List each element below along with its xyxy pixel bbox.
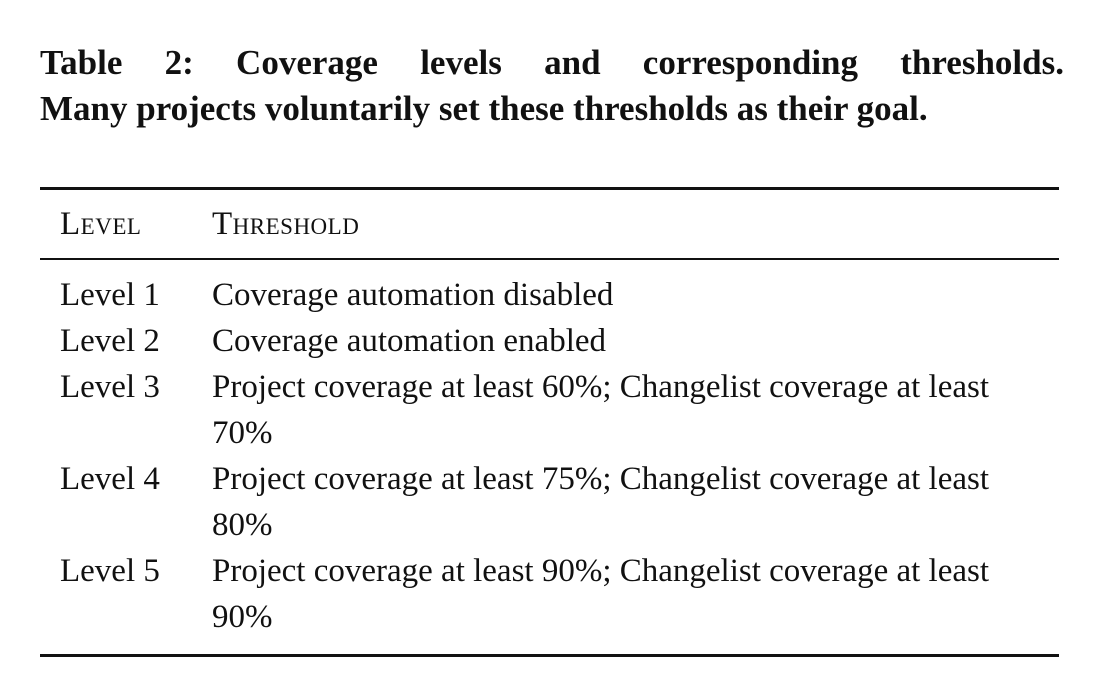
table-header: Level Threshold [40,188,1059,259]
table-row: Level 3 Project coverage at least 60%; C… [40,364,1059,456]
cell-level: Level 2 [60,323,160,359]
cell-threshold: Coverage automation disabled [212,277,614,313]
header-level: Level [60,206,142,242]
cell-threshold: Coverage automation enabled [212,323,607,359]
cell-threshold: Project coverage at least 60%; Changelis… [212,369,990,451]
header-threshold: Threshold [212,206,360,242]
table-body: Level 1 Coverage automation disabled Lev… [40,259,1059,656]
cell-threshold: Project coverage at least 75%; Changelis… [212,461,990,543]
table-caption: Table 2: Coverage levels and correspondi… [40,40,1064,132]
coverage-table-container: Level Threshold Level 1 Coverage automat… [40,187,1059,657]
header-row: Level Threshold [40,188,1059,259]
table-row: Level 4 Project coverage at least 75%; C… [40,456,1059,548]
coverage-levels-table: Level Threshold Level 1 Coverage automat… [40,187,1059,657]
cell-threshold: Project coverage at least 90%; Changelis… [212,553,990,635]
cell-level: Level 3 [60,369,160,405]
cell-level: Level 1 [60,277,160,313]
cell-level: Level 4 [60,461,160,497]
table-row: Level 5 Project coverage at least 90%; C… [40,548,1059,656]
cell-level: Level 5 [60,553,160,589]
caption-line-1: Table 2: Coverage levels and correspondi… [40,43,1064,82]
table-row: Level 2 Coverage automation enabled [40,318,1059,364]
caption-line-2: Many projects voluntarily set these thre… [40,89,928,128]
table-row: Level 1 Coverage automation disabled [40,259,1059,318]
